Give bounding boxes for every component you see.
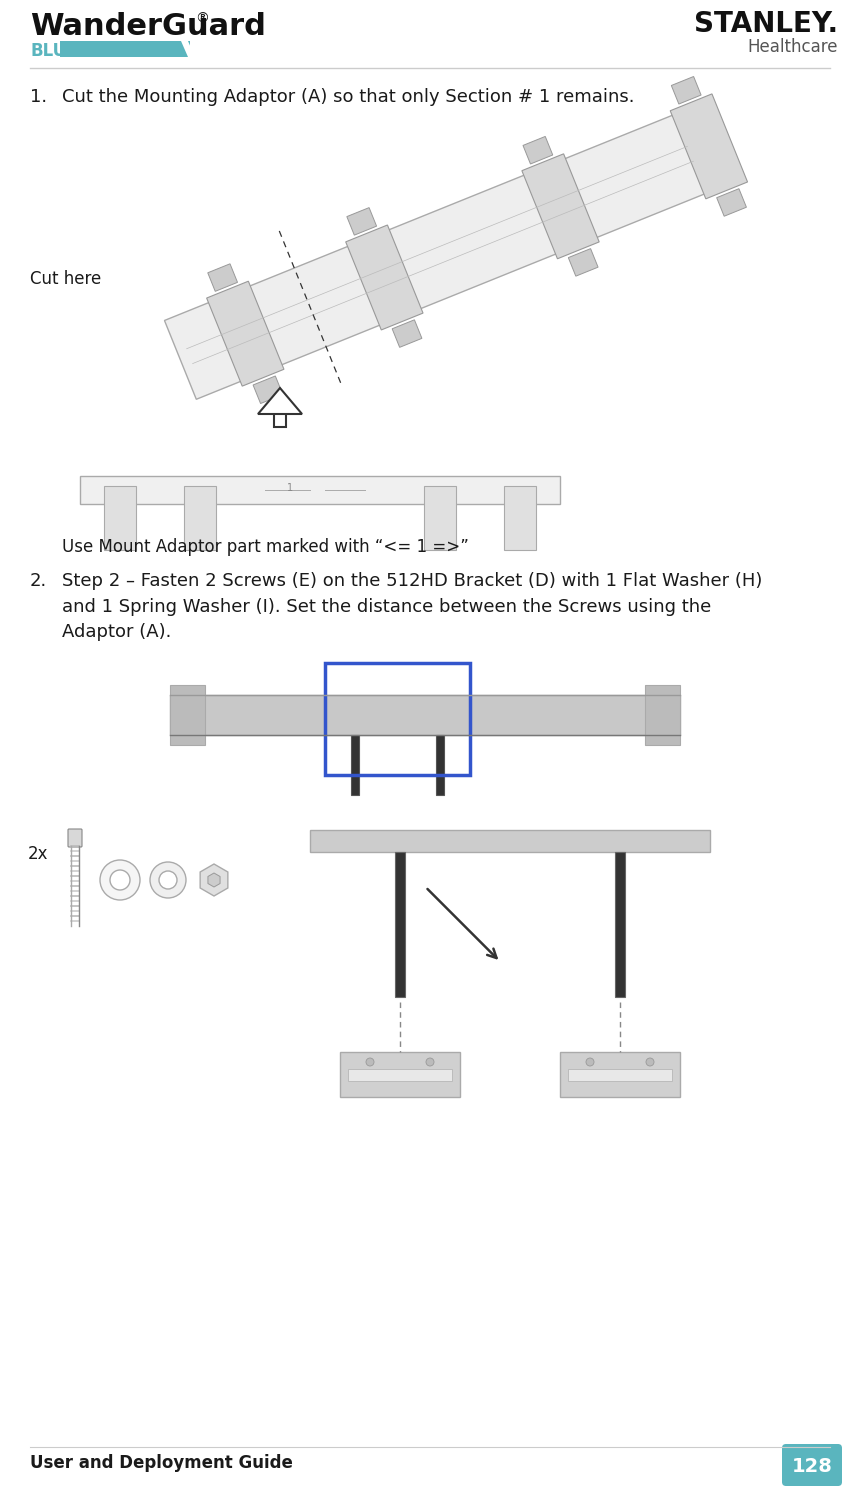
FancyBboxPatch shape — [560, 1051, 680, 1097]
Text: Cut here: Cut here — [30, 271, 101, 288]
Text: 2x: 2x — [28, 845, 48, 862]
FancyBboxPatch shape — [782, 1444, 842, 1486]
FancyBboxPatch shape — [170, 694, 680, 735]
Polygon shape — [568, 248, 598, 277]
Polygon shape — [672, 76, 701, 104]
Circle shape — [426, 1057, 434, 1066]
Text: Cut the Mounting Adaptor (A) so that only Section # 1 remains.: Cut the Mounting Adaptor (A) so that onl… — [62, 88, 635, 106]
Text: ®: ® — [195, 12, 209, 25]
Polygon shape — [181, 42, 195, 57]
FancyBboxPatch shape — [645, 686, 680, 745]
FancyBboxPatch shape — [60, 42, 190, 57]
Text: STANLEY.: STANLEY. — [694, 10, 838, 39]
Circle shape — [586, 1057, 594, 1066]
FancyBboxPatch shape — [348, 1069, 452, 1081]
Polygon shape — [258, 388, 302, 413]
Text: Step 2 – Fasten 2 Screws (E) on the 512HD Bracket (D) with 1 Flat Washer (H)
and: Step 2 – Fasten 2 Screws (E) on the 512H… — [62, 572, 762, 641]
Polygon shape — [670, 94, 747, 199]
Polygon shape — [208, 263, 237, 291]
FancyBboxPatch shape — [68, 828, 82, 848]
Text: 1: 1 — [287, 483, 293, 494]
Polygon shape — [346, 225, 423, 330]
Polygon shape — [208, 873, 220, 888]
FancyBboxPatch shape — [395, 852, 405, 996]
Circle shape — [150, 862, 186, 898]
FancyBboxPatch shape — [104, 486, 136, 550]
FancyBboxPatch shape — [568, 1069, 672, 1081]
FancyBboxPatch shape — [436, 735, 444, 796]
FancyBboxPatch shape — [424, 486, 456, 550]
FancyBboxPatch shape — [340, 1051, 460, 1097]
Polygon shape — [253, 376, 283, 403]
Circle shape — [100, 859, 140, 900]
Text: WanderGuard: WanderGuard — [30, 12, 266, 42]
Circle shape — [366, 1057, 374, 1066]
Text: 2.: 2. — [30, 572, 47, 590]
Circle shape — [110, 870, 130, 891]
Circle shape — [159, 871, 177, 889]
Text: 1.: 1. — [30, 88, 47, 106]
FancyBboxPatch shape — [351, 735, 359, 796]
FancyBboxPatch shape — [615, 852, 625, 996]
Text: 128: 128 — [791, 1457, 832, 1477]
Polygon shape — [523, 137, 553, 164]
FancyBboxPatch shape — [504, 486, 536, 550]
Text: Use Mount Adaptor part marked with “<= 1 =>”: Use Mount Adaptor part marked with “<= 1… — [62, 538, 469, 556]
FancyBboxPatch shape — [184, 486, 216, 550]
FancyBboxPatch shape — [80, 476, 560, 504]
Polygon shape — [716, 189, 746, 216]
FancyBboxPatch shape — [274, 409, 286, 427]
Polygon shape — [164, 110, 716, 400]
FancyBboxPatch shape — [170, 686, 205, 745]
Text: User and Deployment Guide: User and Deployment Guide — [30, 1454, 293, 1472]
Polygon shape — [522, 153, 599, 259]
Polygon shape — [200, 864, 228, 897]
FancyBboxPatch shape — [310, 830, 710, 852]
Polygon shape — [392, 320, 422, 348]
Polygon shape — [206, 281, 284, 387]
Text: BLUE: BLUE — [30, 42, 77, 59]
Circle shape — [646, 1057, 654, 1066]
Text: Healthcare: Healthcare — [747, 39, 838, 57]
Polygon shape — [347, 208, 377, 235]
